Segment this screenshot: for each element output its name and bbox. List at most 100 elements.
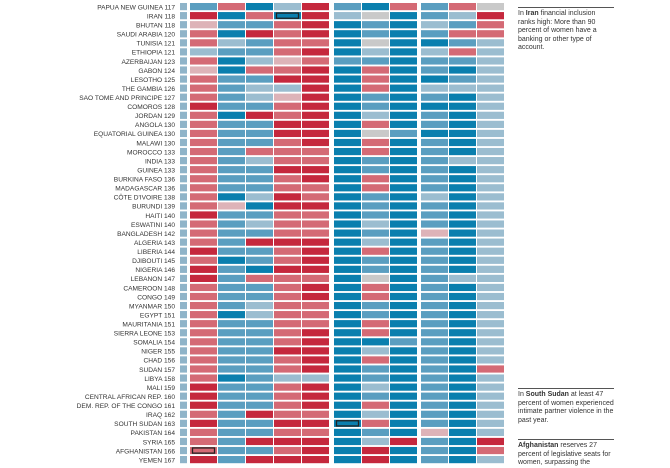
row-marker	[180, 365, 187, 373]
heatmap-cell	[334, 329, 361, 337]
heatmap-cell	[449, 365, 476, 373]
heatmap-cell	[390, 374, 417, 382]
heatmap-cell	[190, 21, 217, 29]
heatmap-cell	[421, 256, 448, 264]
annotation-afghanistan-text: reserves 27 percent of legislative seats…	[518, 442, 611, 467]
heatmap-cell	[246, 383, 273, 391]
heatmap-cell	[302, 120, 329, 128]
heatmap-cell	[477, 3, 504, 11]
heatmap-cell	[449, 283, 476, 292]
heatmap-cell	[477, 283, 504, 292]
heatmap-cell	[362, 428, 389, 437]
row-label: AFGHANISTAN 166	[116, 448, 176, 455]
row-label: MOROCCO 133	[127, 149, 175, 156]
heatmap-cell	[334, 166, 361, 174]
heatmap-cell	[246, 456, 273, 464]
heatmap-cell	[190, 265, 217, 273]
row-marker	[180, 211, 187, 219]
heatmap-cell	[421, 220, 448, 228]
heatmap-cell	[246, 48, 273, 56]
heatmap-cell	[477, 21, 504, 29]
heatmap-cell	[362, 111, 389, 119]
heatmap-cell	[449, 220, 476, 228]
heatmap-cell	[334, 57, 361, 65]
row-label: LEBANON 147	[131, 276, 176, 283]
heatmap-cell	[362, 419, 389, 427]
heatmap-cell	[190, 356, 217, 364]
annotation-iran-text: financial inclusion ranks high: More tha…	[518, 10, 597, 52]
heatmap-cell	[449, 428, 476, 437]
heatmap-cell	[449, 138, 476, 147]
heatmap-cell	[246, 147, 273, 156]
heatmap-cell	[449, 48, 476, 56]
row-marker	[180, 392, 187, 400]
heatmap-cell	[449, 456, 476, 464]
heatmap-cell	[274, 111, 301, 119]
heatmap-cell	[449, 437, 476, 446]
heatmap-cell	[477, 401, 504, 409]
heatmap-cell	[302, 84, 329, 92]
heatmap-cell	[334, 338, 361, 346]
heatmap-cell	[246, 111, 273, 119]
heatmap-cell	[274, 274, 301, 282]
heatmap-cell	[449, 320, 476, 328]
heatmap-cell	[390, 247, 417, 255]
heatmap-cell	[274, 30, 301, 38]
heatmap-cell	[218, 292, 245, 301]
heatmap-cell	[302, 292, 329, 301]
heatmap-cell	[246, 356, 273, 364]
heatmap-cell	[334, 211, 361, 219]
heatmap-cell	[449, 157, 476, 165]
row-label: THE GAMBIA 126	[122, 86, 175, 93]
heatmap-cell	[274, 229, 301, 237]
heatmap-cell	[449, 356, 476, 364]
heatmap-cell	[302, 283, 329, 292]
heatmap-cell	[477, 111, 504, 119]
row-marker	[180, 30, 187, 38]
heatmap-cell	[246, 320, 273, 328]
heatmap-cell	[390, 347, 417, 355]
heatmap-cell	[421, 184, 448, 192]
heatmap-cell	[390, 437, 417, 446]
heatmap-cell	[274, 329, 301, 337]
heatmap-cell	[246, 102, 273, 110]
heatmap-cell	[218, 256, 245, 264]
heatmap-cell	[302, 274, 329, 282]
heatmap-cell	[449, 129, 476, 138]
heatmap-cell	[302, 238, 329, 246]
heatmap-cell	[246, 184, 273, 192]
heatmap-cell	[477, 12, 504, 20]
heatmap-cell	[334, 256, 361, 264]
heatmap-cell	[477, 120, 504, 128]
heatmap-cell	[334, 410, 361, 418]
heatmap-cell	[362, 138, 389, 147]
heatmap-cell	[477, 419, 504, 427]
heatmap-cell	[334, 365, 361, 373]
heatmap-cell	[449, 57, 476, 65]
row-marker	[180, 274, 187, 282]
heatmap-cell	[362, 383, 389, 391]
heatmap-cell	[302, 166, 329, 174]
heatmap-cell	[274, 138, 301, 147]
heatmap-cell	[449, 21, 476, 29]
heatmap-cell	[190, 157, 217, 165]
annotation-iran-country: Iran	[525, 10, 539, 17]
heatmap-cell	[449, 311, 476, 319]
heatmap-cell	[218, 57, 245, 65]
heatmap-cell	[274, 419, 301, 427]
heatmap-cell	[334, 428, 361, 437]
heatmap-cell	[302, 193, 329, 201]
heatmap-cell	[477, 292, 504, 301]
heatmap-cell	[390, 283, 417, 292]
heatmap-cell	[362, 175, 389, 183]
heatmap-cell	[449, 102, 476, 110]
heatmap-cell	[218, 12, 245, 20]
heatmap-cell	[390, 202, 417, 210]
row-label: HAITI 140	[145, 213, 175, 220]
heatmap-cell	[334, 265, 361, 273]
row-label: SOMALIA 154	[133, 340, 175, 347]
row-label: CÔTE D'IVOIRE 138	[114, 193, 176, 202]
row-marker	[180, 120, 187, 128]
heatmap-cell	[421, 338, 448, 346]
